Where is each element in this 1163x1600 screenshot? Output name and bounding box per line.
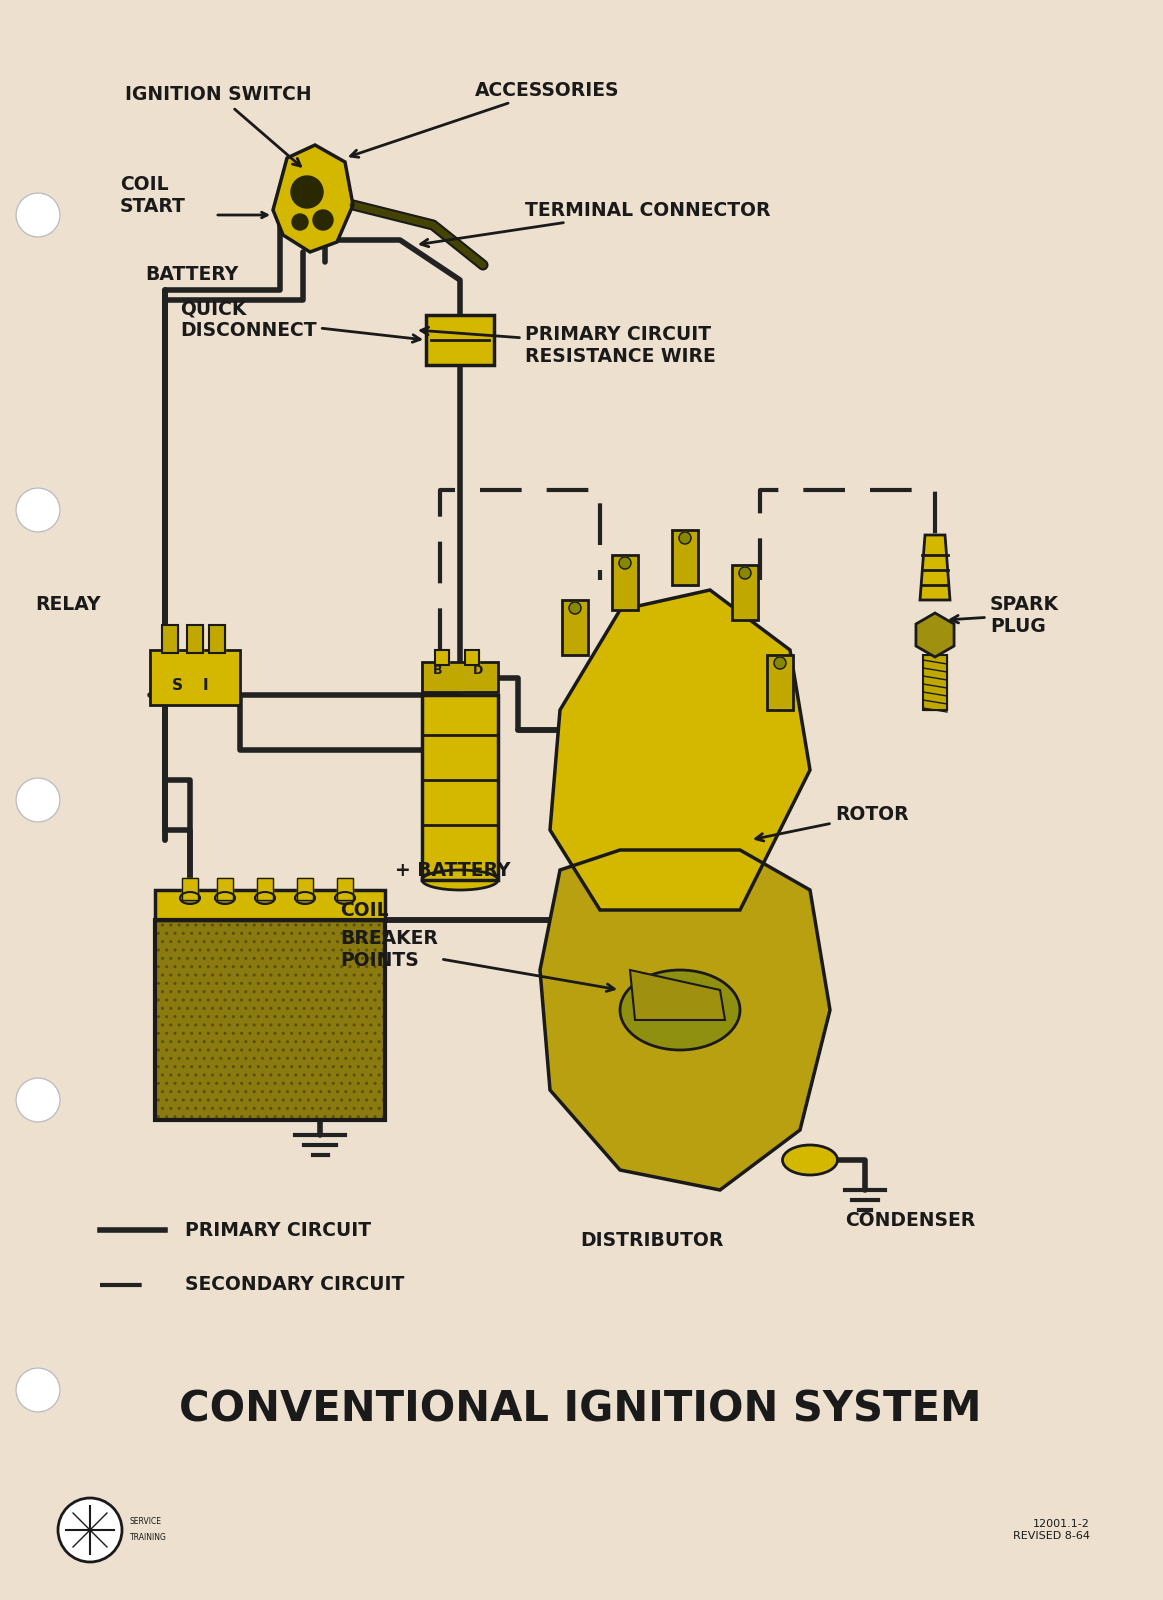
Bar (435, 650, 449, 666)
Text: B: B (434, 664, 443, 677)
Bar (422, 694, 498, 880)
Bar (337, 878, 354, 899)
Text: ACCESSORIES: ACCESSORIES (350, 80, 620, 157)
Bar (155, 920, 385, 1120)
Polygon shape (155, 890, 385, 920)
Text: S: S (171, 677, 183, 693)
Bar (155, 920, 385, 1120)
Circle shape (569, 602, 582, 614)
Ellipse shape (295, 893, 315, 904)
Text: DISTRIBUTOR: DISTRIBUTOR (580, 1230, 723, 1250)
Bar (612, 555, 638, 610)
Circle shape (16, 778, 60, 822)
Bar (768, 654, 793, 710)
Text: SPARK
PLUG: SPARK PLUG (951, 595, 1059, 635)
Text: QUICK
DISCONNECT: QUICK DISCONNECT (180, 299, 420, 342)
Bar (465, 650, 479, 666)
Circle shape (619, 557, 632, 570)
Circle shape (16, 1078, 60, 1122)
Bar (162, 626, 178, 653)
Bar (209, 626, 224, 653)
Bar (162, 626, 178, 653)
Bar (422, 662, 498, 691)
Bar (426, 315, 494, 365)
Polygon shape (540, 850, 830, 1190)
Text: RELAY: RELAY (35, 595, 100, 614)
Bar (672, 530, 698, 586)
Polygon shape (273, 146, 354, 251)
Circle shape (16, 194, 60, 237)
Text: 12001.1-2
REVISED 8-64: 12001.1-2 REVISED 8-64 (1013, 1520, 1090, 1541)
Bar (923, 654, 947, 710)
Bar (150, 650, 240, 706)
Bar (217, 878, 233, 899)
Circle shape (58, 1498, 122, 1562)
Circle shape (291, 176, 323, 208)
Bar (150, 650, 240, 706)
Circle shape (16, 488, 60, 531)
Bar (297, 878, 313, 899)
Bar (562, 600, 588, 654)
Circle shape (313, 210, 333, 230)
Text: TRAINING: TRAINING (130, 1533, 166, 1542)
Text: IGNITION SWITCH: IGNITION SWITCH (124, 85, 312, 166)
Ellipse shape (180, 893, 200, 904)
Circle shape (775, 658, 786, 669)
Text: + BATTERY: + BATTERY (395, 861, 511, 880)
Bar (155, 920, 385, 1120)
Text: BATTERY: BATTERY (145, 266, 238, 285)
Bar (562, 600, 588, 654)
Bar (426, 315, 494, 365)
Bar (422, 662, 498, 691)
Ellipse shape (422, 870, 498, 890)
Bar (732, 565, 758, 619)
Text: CONDENSER: CONDENSER (846, 1211, 976, 1229)
Bar (297, 878, 313, 899)
Bar (337, 878, 354, 899)
Polygon shape (920, 534, 950, 600)
Text: ROTOR: ROTOR (756, 805, 908, 842)
Bar (672, 530, 698, 586)
Bar (257, 878, 273, 899)
Bar (181, 878, 198, 899)
Text: D: D (473, 664, 483, 677)
Bar (732, 565, 758, 619)
Bar (209, 626, 224, 653)
Text: COIL
START: COIL START (120, 174, 186, 216)
Ellipse shape (335, 893, 355, 904)
Text: BREAKER
POINTS: BREAKER POINTS (340, 930, 614, 992)
Text: PRIMARY CIRCUIT
RESISTANCE WIRE: PRIMARY CIRCUIT RESISTANCE WIRE (421, 325, 715, 365)
Bar (257, 878, 273, 899)
Bar (217, 878, 233, 899)
Bar (181, 878, 198, 899)
Text: PRIMARY CIRCUIT: PRIMARY CIRCUIT (185, 1221, 371, 1240)
Text: TERMINAL CONNECTOR: TERMINAL CONNECTOR (421, 200, 771, 246)
Text: SERVICE: SERVICE (130, 1517, 162, 1526)
Polygon shape (916, 613, 954, 658)
Circle shape (679, 531, 691, 544)
Polygon shape (630, 970, 725, 1021)
Bar (465, 650, 479, 666)
Text: CONVENTIONAL IGNITION SYSTEM: CONVENTIONAL IGNITION SYSTEM (179, 1389, 982, 1430)
Ellipse shape (620, 970, 740, 1050)
Bar (768, 654, 793, 710)
Bar (187, 626, 204, 653)
Circle shape (739, 566, 751, 579)
Text: I: I (202, 677, 208, 693)
Circle shape (292, 214, 308, 230)
Bar (422, 694, 498, 880)
Text: COIL: COIL (340, 901, 388, 920)
Bar (923, 654, 947, 710)
Bar (187, 626, 204, 653)
Polygon shape (550, 590, 809, 910)
Ellipse shape (783, 1146, 837, 1174)
Bar (612, 555, 638, 610)
Ellipse shape (215, 893, 235, 904)
Bar (435, 650, 449, 666)
Text: SECONDARY CIRCUIT: SECONDARY CIRCUIT (185, 1275, 405, 1294)
Circle shape (16, 1368, 60, 1411)
Ellipse shape (255, 893, 274, 904)
